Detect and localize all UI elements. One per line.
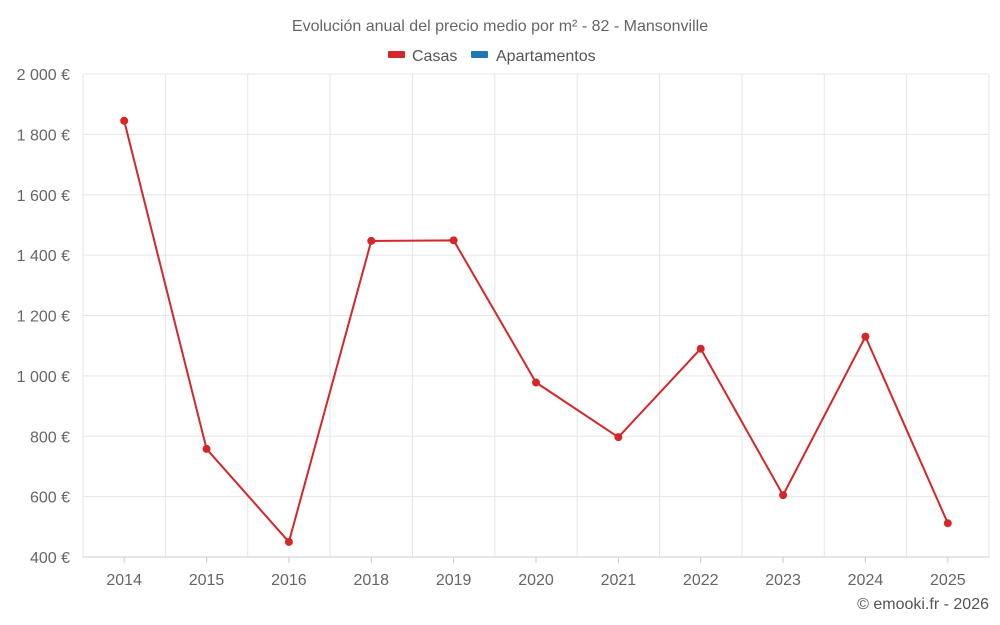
x-tick-label: 2014	[106, 572, 142, 589]
data-point-casas-2019[interactable]	[449, 236, 458, 245]
data-point-casas-2018[interactable]	[367, 236, 376, 245]
x-tick-label: 2019	[436, 572, 472, 589]
credit-text: © emooki.fr - 2026	[857, 596, 989, 613]
legend-label-casas: Casas	[412, 48, 457, 65]
y-axis: 400 € 600 € 800 € 1 000 € 1 200 € 1 400 € 1 60…	[17, 67, 70, 567]
legend-item-apartamentos[interactable]: Apartamentos	[471, 48, 596, 65]
y-tick-label: 1 000 €	[17, 369, 70, 386]
chart-title: Evolución anual del precio medio por m² …	[292, 18, 708, 35]
x-tick-label: 2016	[271, 572, 307, 589]
data-point-casas-2022[interactable]	[696, 344, 705, 353]
legend-swatch-apartamentos	[471, 51, 488, 58]
x-tick-label: 2015	[189, 572, 225, 589]
x-tick-label: 2021	[601, 572, 637, 589]
data-point-casas-2021[interactable]	[614, 433, 623, 442]
data-point-casas-2020[interactable]	[532, 378, 540, 387]
y-tick-label: 400 €	[30, 550, 70, 567]
y-tick-label: 2 000 €	[17, 67, 70, 84]
data-point-casas-2016[interactable]	[284, 537, 293, 546]
x-tick-label: 2024	[848, 572, 884, 589]
legend: Casas Apartamentos	[388, 48, 596, 65]
y-tick-label: 1 600 €	[17, 188, 70, 205]
data-point-casas-2024[interactable]	[861, 332, 870, 341]
legend-label-apartamentos: Apartamentos	[496, 48, 596, 65]
x-tick-label: 2023	[765, 572, 801, 589]
x-tick-label: 2018	[353, 572, 389, 589]
y-tick-label: 1 800 €	[17, 127, 70, 144]
x-tick-label: 2020	[518, 572, 554, 589]
data-point-casas-2015[interactable]	[202, 444, 211, 453]
x-tick-label: 2022	[683, 572, 719, 589]
legend-item-casas[interactable]: Casas	[388, 48, 457, 65]
y-tick-label: 1 400 €	[17, 248, 70, 265]
data-point-casas-2025[interactable]	[943, 519, 952, 528]
series-layer	[120, 116, 952, 546]
data-point-casas-2014[interactable]	[120, 116, 129, 125]
x-axis: 2014 2015 2016 2018 2019 2020 2021 2022 2023 2024…	[83, 556, 989, 589]
y-tick-label: 1 200 €	[17, 309, 70, 326]
grid	[82, 73, 990, 557]
x-tick-label: 2025	[930, 572, 966, 589]
data-point-casas-2023[interactable]	[779, 491, 788, 500]
legend-swatch-casas	[388, 51, 405, 58]
y-tick-label: 600 €	[30, 490, 70, 507]
y-tick-label: 800 €	[30, 429, 70, 446]
